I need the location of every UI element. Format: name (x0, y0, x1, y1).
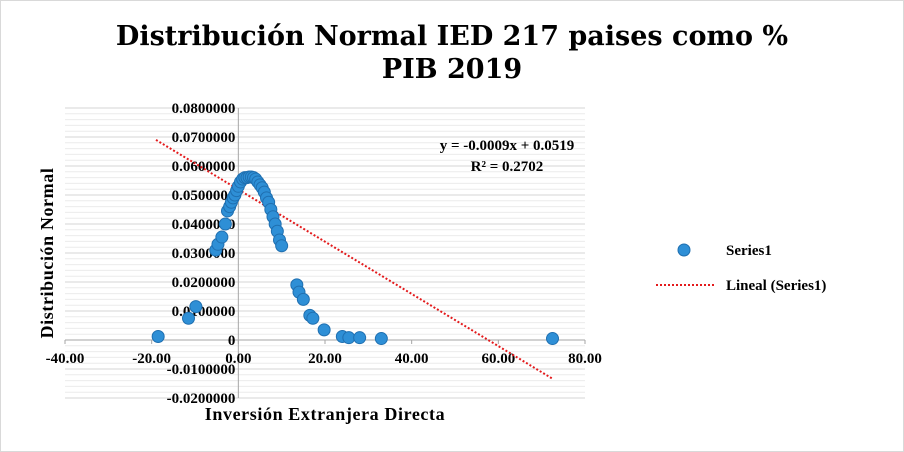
y-tick-labels: -0.0200000 -0.0100000 0 0.0100000 0.0200000 0… (167, 101, 236, 407)
y-tick-label: 0.0300000 (172, 246, 236, 262)
chart-title-line2: PIB 2019 (382, 54, 522, 85)
x-tick-label: 80.00 (568, 351, 602, 367)
x-tick-label: 20.00 (308, 351, 342, 367)
y-tick-label: 0.0200000 (172, 275, 236, 291)
x-tick-labels: -40.00 -20.00 0.00 20.00 40.00 60.00 80.00 (46, 351, 602, 367)
x-axis-title: Inversión Extranjera Directa (205, 404, 445, 424)
legend-series1-label: Series1 (726, 243, 772, 259)
data-point (546, 332, 559, 346)
data-point (275, 239, 289, 253)
y-tick-label: -0.0200000 (167, 391, 236, 407)
legend-series1-marker (677, 243, 691, 257)
y-tick-label: 0 (228, 333, 236, 349)
data-point (182, 311, 195, 325)
trendline-layer (155, 139, 554, 380)
y-tick-label: -0.0100000 (167, 362, 236, 378)
data-point (353, 331, 367, 345)
trendline (155, 139, 554, 380)
data-point (189, 300, 203, 314)
data-point (374, 332, 388, 346)
trendline-r-squared: R² = 0.2702 (471, 159, 544, 175)
data-point (317, 323, 331, 337)
axes (64, 108, 586, 398)
data-point (215, 230, 229, 244)
x-tick-label: -40.00 (46, 351, 85, 367)
data-point (218, 217, 232, 231)
trendline-equation: y = -0.0009x + 0.0519 (440, 138, 575, 154)
legend-trendline-label: Lineal (Series1) (726, 278, 826, 294)
data-point (296, 292, 310, 306)
x-tick-label: -20.00 (132, 351, 171, 367)
x-tick-label: 0.00 (225, 351, 251, 367)
y-tick-label: 0.0700000 (172, 130, 236, 146)
data-point (342, 331, 356, 345)
y-tick-label: 0.0500000 (172, 188, 236, 204)
y-tick-label: 0.0600000 (172, 159, 236, 175)
y-axis-title: Distribución Normal (37, 168, 57, 339)
x-tick-label: 40.00 (395, 351, 429, 367)
legend: Series1 Lineal (Series1) (656, 243, 826, 294)
y-tick-label: 0.0400000 (172, 217, 236, 233)
series1-points (151, 170, 559, 346)
data-point (306, 311, 320, 325)
y-tick-label: 0.0100000 (172, 304, 236, 320)
y-tick-label: 0.0800000 (172, 101, 236, 117)
x-tick-label: 60.00 (481, 351, 515, 367)
chart-title-line1: Distribución Normal IED 217 paises como … (116, 21, 788, 52)
gridlines (65, 107, 585, 399)
data-point (151, 330, 165, 344)
